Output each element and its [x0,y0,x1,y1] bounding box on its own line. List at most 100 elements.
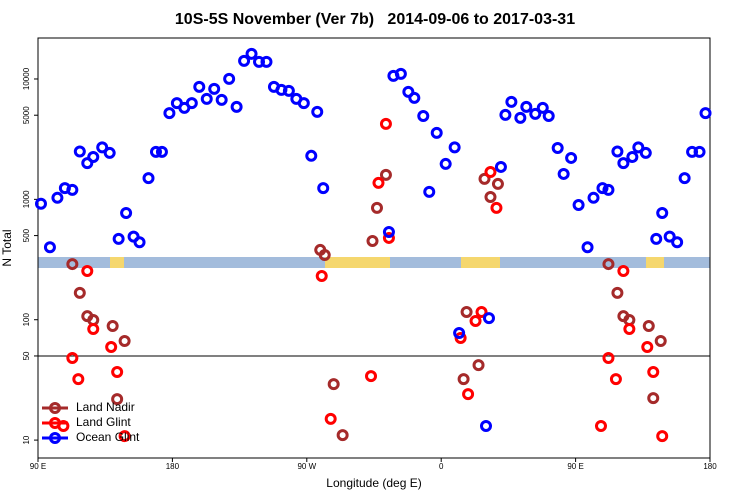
point [611,286,624,299]
point [394,67,407,80]
point [111,365,124,378]
legend-marker [49,432,61,444]
point [382,231,395,244]
point [678,172,691,185]
point [366,234,379,247]
point [111,393,124,406]
point [260,55,273,68]
point [520,100,533,113]
point [230,100,243,113]
point [120,207,133,220]
point [87,323,100,336]
point [536,101,549,114]
point [439,157,452,170]
point [200,92,213,105]
y-tick-label: 10000 [22,67,31,90]
point [81,157,94,170]
x-tick-label: 90 E [567,462,583,471]
point [656,430,669,443]
point [641,341,654,354]
point [647,392,660,405]
y-tick-label: 100 [22,313,31,327]
point [686,145,699,158]
point [602,351,615,364]
map-strip [38,257,710,268]
point [34,197,47,210]
point [51,191,64,204]
point [193,80,206,93]
x-tick-label: 90 W [297,462,316,471]
point [529,107,542,120]
point [66,258,79,271]
point [317,182,330,195]
point [617,264,630,277]
point [611,145,624,158]
point [602,183,615,196]
point [491,177,504,190]
point [96,141,109,154]
point [594,419,607,432]
y-tick-label: 10 [22,435,31,444]
x-tick-label: 90 E [30,462,46,471]
point [609,373,622,386]
legend-label: Land Nadir [76,400,135,414]
x-tick-label: 180 [703,462,717,471]
point [623,323,636,336]
point [639,146,652,159]
point [311,105,324,118]
point [499,108,512,121]
point [587,191,600,204]
legend-label: Ocean Glint [76,430,140,444]
point [551,142,564,155]
chart-title: 10S-5S November (Ver 7b) 2014-09-06 to 2… [175,11,575,28]
point [382,225,395,238]
point [105,341,118,354]
point [699,107,712,120]
point [142,172,155,185]
point [656,207,669,220]
point [118,335,131,348]
legend-marker [49,402,61,414]
point [490,201,503,214]
point [642,319,655,332]
point [223,72,236,85]
point [43,241,56,254]
point [408,91,421,104]
point [423,185,436,198]
point [297,97,310,110]
point [581,241,594,254]
point [87,150,100,163]
point [557,167,570,180]
point [402,85,415,98]
point [163,107,176,120]
point [370,201,383,214]
point [81,264,94,277]
point [417,109,430,122]
point [430,126,443,139]
point [457,373,470,386]
point [185,97,198,110]
point [106,319,119,332]
point [654,335,667,348]
point [572,198,585,211]
point [315,269,328,282]
y-tick-label: 5000 [22,106,31,124]
point [453,327,466,340]
point [118,430,131,443]
point [324,412,337,425]
point [663,230,676,243]
point [318,248,331,261]
point [448,141,461,154]
point [671,236,684,249]
legend-marker [49,417,61,429]
point [475,305,488,318]
point [650,232,663,245]
point [632,141,645,154]
point [484,165,497,178]
point [484,190,497,203]
point [133,236,146,249]
point [238,54,251,67]
point [494,160,507,173]
point [245,47,258,60]
point [149,145,162,158]
